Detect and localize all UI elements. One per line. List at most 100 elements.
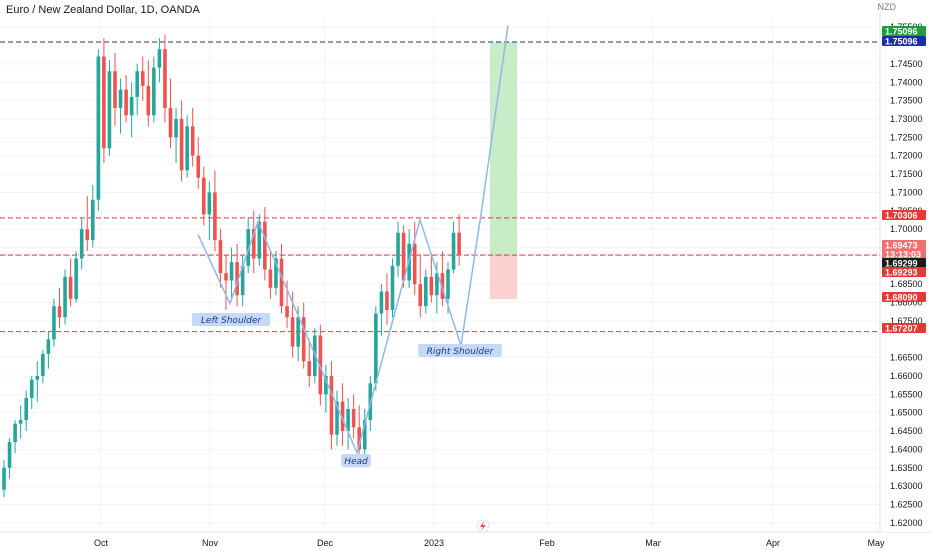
candle-body — [152, 67, 156, 116]
candle — [390, 258, 395, 318]
candle-body — [213, 192, 217, 241]
candle-body — [190, 126, 195, 156]
candle-body — [224, 273, 228, 281]
time-axis-label: Feb — [539, 538, 555, 548]
candle — [235, 243, 239, 307]
candle — [129, 82, 134, 138]
candle-body — [418, 284, 423, 307]
candle — [63, 269, 67, 325]
candle — [18, 405, 23, 439]
candle — [202, 166, 206, 226]
candle-body — [74, 258, 78, 299]
candle — [362, 409, 367, 457]
candle — [91, 185, 95, 248]
candle — [68, 258, 73, 307]
candle-body — [362, 420, 367, 450]
candle-body — [29, 379, 34, 398]
candle-body — [196, 155, 201, 178]
time-axis[interactable]: Oct Nov Dec 2023 Feb Mar Apr May — [94, 538, 885, 548]
candle-body — [263, 221, 267, 270]
candle-body — [129, 96, 134, 116]
candle-body — [457, 232, 461, 255]
candle-body — [246, 229, 250, 266]
candle — [85, 196, 90, 252]
candle-body — [229, 262, 234, 281]
candle — [35, 361, 40, 402]
candle-body — [2, 467, 6, 490]
candle-body — [35, 375, 40, 380]
candle-body — [146, 85, 151, 116]
candle-body — [424, 276, 428, 307]
candle — [107, 60, 112, 156]
candle — [229, 247, 234, 299]
price-tag-bg — [882, 240, 926, 250]
stop-zone[interactable] — [490, 255, 517, 300]
candle — [251, 210, 256, 274]
candle-body — [113, 71, 117, 108]
price-tag-text: 1.67207 — [885, 324, 918, 334]
candle — [118, 78, 123, 134]
candle-body — [435, 273, 439, 296]
candle-body — [268, 269, 273, 288]
candle-body — [140, 71, 145, 86]
position-zones[interactable] — [490, 42, 517, 300]
candle — [340, 383, 345, 446]
horizontal-levels[interactable] — [0, 41, 880, 333]
annotation-left-shoulder[interactable]: Left Shoulder — [191, 313, 271, 326]
candle — [190, 107, 195, 167]
candle-body — [185, 126, 189, 171]
annotation-right-shoulder[interactable]: Right Shoulder — [418, 344, 502, 357]
annotation-head[interactable]: Head — [341, 454, 371, 467]
candle-body — [240, 265, 245, 296]
candle — [185, 115, 189, 178]
price-axis-label: 1.64500 — [890, 426, 923, 436]
price-axis-label: 1.62500 — [890, 499, 923, 509]
candle — [335, 390, 339, 446]
price-tag-text: 1.75096 — [885, 37, 918, 47]
candle-body — [207, 192, 212, 215]
candle-body — [202, 177, 206, 215]
price-tag: 1.75096 — [882, 26, 926, 37]
candle — [246, 218, 250, 274]
price-tag-text: 1.70306 — [885, 211, 918, 221]
price-tag: 1.69293 — [882, 267, 926, 278]
candle-body — [18, 420, 23, 424]
lightning-icon[interactable] — [476, 519, 490, 533]
candle — [346, 397, 350, 450]
candle-body — [257, 221, 262, 259]
candle-body — [179, 118, 184, 171]
candle-body — [13, 423, 17, 443]
candle-body — [451, 232, 456, 270]
candle-body — [274, 258, 278, 288]
price-axis-label: 1.73500 — [890, 96, 923, 106]
candle-body — [301, 317, 306, 362]
target-zone[interactable] — [490, 42, 517, 256]
price-tag: 1.75096 — [882, 36, 926, 47]
candle — [157, 38, 162, 83]
annotation-right-shoulder-text: Right Shoulder — [427, 347, 495, 357]
pattern-annotations[interactable]: Left Shoulder Head Right Shoulder — [191, 313, 502, 467]
price-axis-label: 1.70000 — [890, 224, 923, 234]
annotation-left-shoulder-bg — [191, 313, 271, 326]
candle-body — [96, 56, 101, 200]
candle-body — [251, 229, 256, 259]
candle-body — [285, 306, 289, 318]
price-tag: 1.67207 — [882, 323, 926, 334]
candle-body — [396, 232, 400, 266]
price-tag: 13:13:03 — [882, 249, 926, 260]
head-and-shoulders-pattern[interactable] — [197, 25, 509, 455]
candle-body — [135, 71, 139, 97]
price-axis-label: 1.62000 — [890, 518, 923, 528]
candle — [324, 364, 328, 413]
currency-label: NZD — [877, 2, 897, 12]
price-axis-label: 1.68500 — [890, 279, 923, 289]
candle-body — [390, 265, 395, 310]
time-axis-label: 2023 — [424, 538, 444, 548]
icons[interactable] — [476, 519, 490, 533]
candle-body — [157, 49, 162, 68]
pattern-line[interactable] — [197, 25, 509, 455]
candle — [2, 460, 6, 498]
candle-body — [324, 375, 328, 395]
